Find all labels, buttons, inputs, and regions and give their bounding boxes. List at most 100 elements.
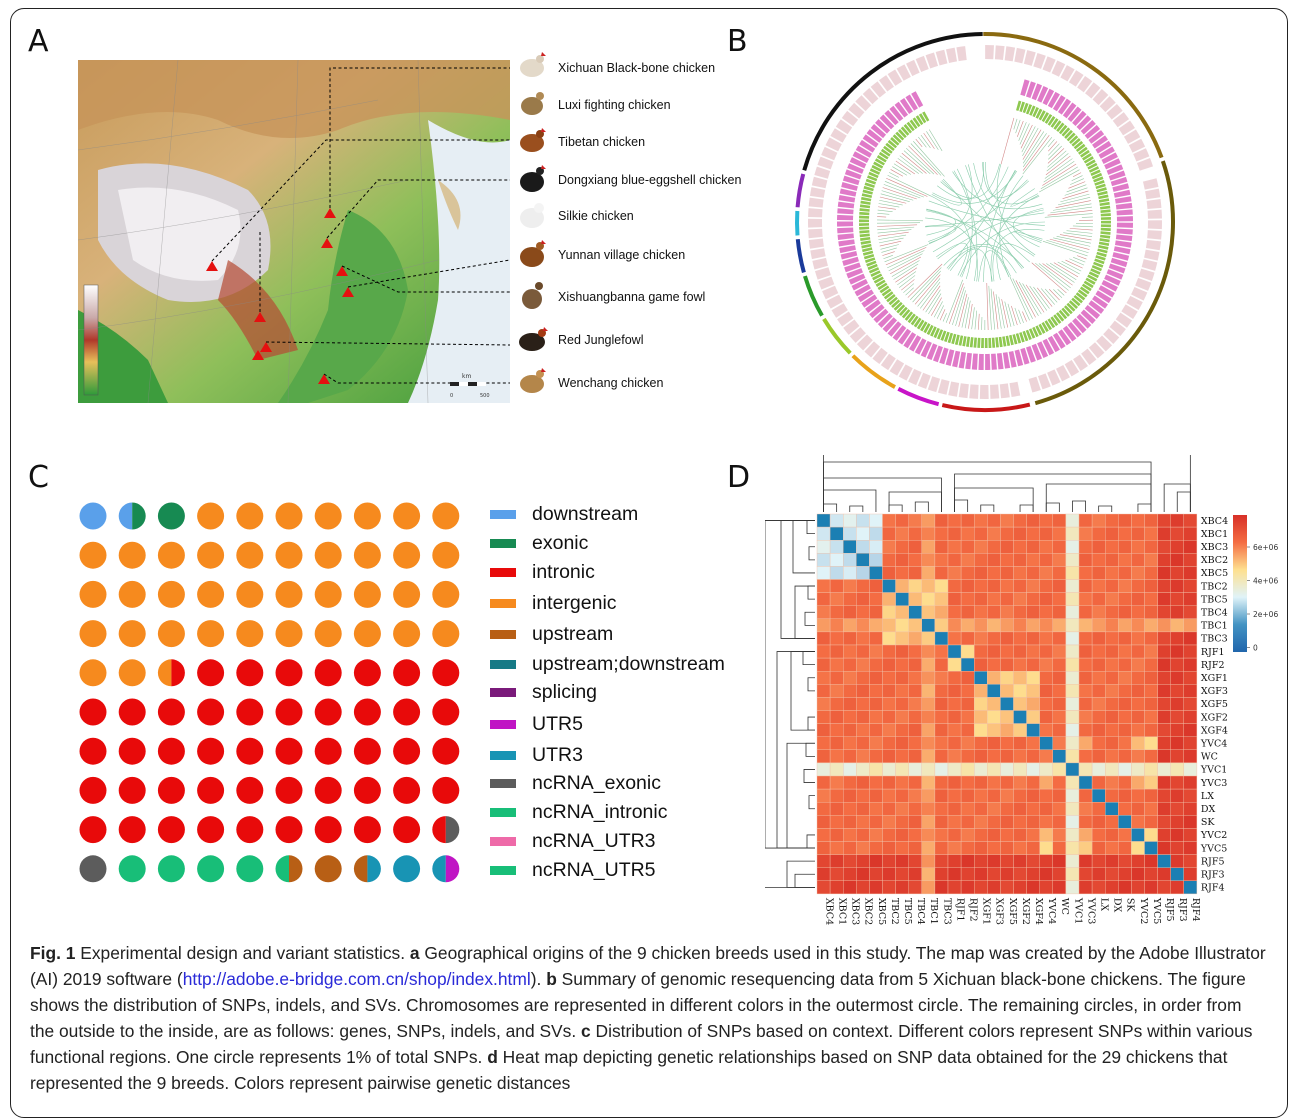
colorbar-tick: 6e+06 — [1253, 543, 1278, 552]
heatmap-cell — [817, 868, 830, 881]
heatmap-cell — [974, 828, 987, 841]
heatmap-cell — [922, 776, 935, 789]
caption-label-a: a — [410, 943, 420, 963]
heatmap-cell — [1105, 580, 1118, 593]
heatmap-cell — [817, 658, 830, 671]
heatmap-cell — [1092, 619, 1105, 632]
heatmap-cell — [896, 750, 909, 763]
heatmap-cell — [974, 842, 987, 855]
heatmap-cell — [1145, 763, 1158, 776]
waffle-dot — [158, 777, 185, 804]
heatmap-cell — [1040, 868, 1053, 881]
heatmap-cell — [817, 514, 830, 527]
heatmap-col-label: DX — [1112, 898, 1123, 913]
heatmap-cell — [896, 671, 909, 684]
waffle-dot — [276, 581, 303, 608]
legend-swatch — [490, 539, 516, 548]
heatmap-cell — [922, 527, 935, 540]
heatmap-cell — [948, 527, 961, 540]
heatmap-cell — [830, 750, 843, 763]
heatmap-cell — [948, 855, 961, 868]
heatmap-cell — [869, 593, 882, 606]
heatmap-cell — [1118, 514, 1131, 527]
heatmap-cell — [1105, 724, 1118, 737]
heatmap-cell — [883, 671, 896, 684]
heatmap-cell — [974, 737, 987, 750]
heatmap-cell — [1171, 606, 1184, 619]
heatmap-cell — [1092, 684, 1105, 697]
heatmap-cell — [830, 737, 843, 750]
heatmap-cell — [987, 619, 1000, 632]
heatmap-cell — [948, 540, 961, 553]
heatmap-cell — [1000, 580, 1013, 593]
heatmap-cell — [856, 684, 869, 697]
svg-text:0: 0 — [450, 393, 453, 399]
legend-swatch — [490, 510, 516, 519]
caption-link[interactable]: http://adobe.e-bridge.com.cn/shop/index.… — [183, 969, 531, 989]
waffle-dot — [432, 699, 459, 726]
heatmap-cell — [987, 540, 1000, 553]
heatmap-cell — [1079, 855, 1092, 868]
heatmap-cell — [1171, 619, 1184, 632]
heatmap-cell — [1040, 593, 1053, 606]
heatmap-cell — [948, 553, 961, 566]
heatmap-cell — [1118, 828, 1131, 841]
waffle-dot — [197, 620, 224, 647]
heatmap-cell — [922, 658, 935, 671]
heatmap-cell — [1145, 802, 1158, 815]
heatmap-cell — [922, 684, 935, 697]
heatmap-cell — [1145, 658, 1158, 671]
heatmap-cell — [1027, 711, 1040, 724]
heatmap-cell — [1027, 632, 1040, 645]
legend-label: downstream — [532, 503, 638, 526]
heatmap-cell — [869, 724, 882, 737]
heatmap-cell — [1171, 842, 1184, 855]
heatmap-cell — [817, 842, 830, 855]
waffle-dot — [315, 855, 342, 882]
legend-item-downstream: downstream — [490, 502, 638, 526]
heatmap-cell — [922, 632, 935, 645]
heatmap-cell — [1000, 619, 1013, 632]
heatmap-cell — [1092, 580, 1105, 593]
heatmap-cell — [935, 593, 948, 606]
heatmap-cell — [1184, 789, 1197, 802]
heatmap-cell — [948, 802, 961, 815]
heatmap-cell — [1040, 750, 1053, 763]
heatmap-cell — [896, 776, 909, 789]
legend-item-intergenic: intergenic — [490, 591, 617, 615]
heatmap-cell — [1092, 540, 1105, 553]
heatmap-row-label: YVC2 — [1200, 830, 1227, 841]
heatmap-cell — [1027, 619, 1040, 632]
waffle-dot — [236, 816, 263, 843]
heatmap-col-label: TBC5 — [902, 898, 913, 925]
heatmap-row-label: TBC4 — [1201, 608, 1228, 619]
heatmap-cell — [922, 737, 935, 750]
heatmap-cell — [1014, 580, 1027, 593]
heatmap-cell — [1040, 737, 1053, 750]
heatmap-cell — [1105, 750, 1118, 763]
heatmap-cell — [830, 645, 843, 658]
heatmap-cell — [1131, 881, 1144, 894]
heatmap-cell — [1158, 619, 1171, 632]
heatmap-cell — [1066, 632, 1079, 645]
heatmap-cell — [1184, 737, 1197, 750]
heatmap-cell — [1066, 645, 1079, 658]
legend-label: ncRNA_exonic — [532, 772, 661, 795]
legend-item-ncrna-exonic: ncRNA_exonic — [490, 771, 661, 795]
chicken-icon-luxi — [521, 92, 544, 115]
heatmap-cell — [1171, 815, 1184, 828]
heatmap-cell — [1040, 632, 1053, 645]
heatmap-cell — [948, 815, 961, 828]
heatmap-cell — [909, 514, 922, 527]
heatmap-cell — [974, 802, 987, 815]
heatmap-cell — [1066, 684, 1079, 697]
heatmap-cell — [1171, 514, 1184, 527]
heatmap-cell — [1158, 881, 1171, 894]
heatmap-cell — [1014, 763, 1027, 776]
heatmap-cell — [961, 593, 974, 606]
chicken-icon-xichuan — [520, 52, 546, 77]
heatmap-cell — [935, 632, 948, 645]
heatmap-cell — [1000, 802, 1013, 815]
heatmap-cell — [1118, 724, 1131, 737]
heatmap-cell — [1040, 855, 1053, 868]
